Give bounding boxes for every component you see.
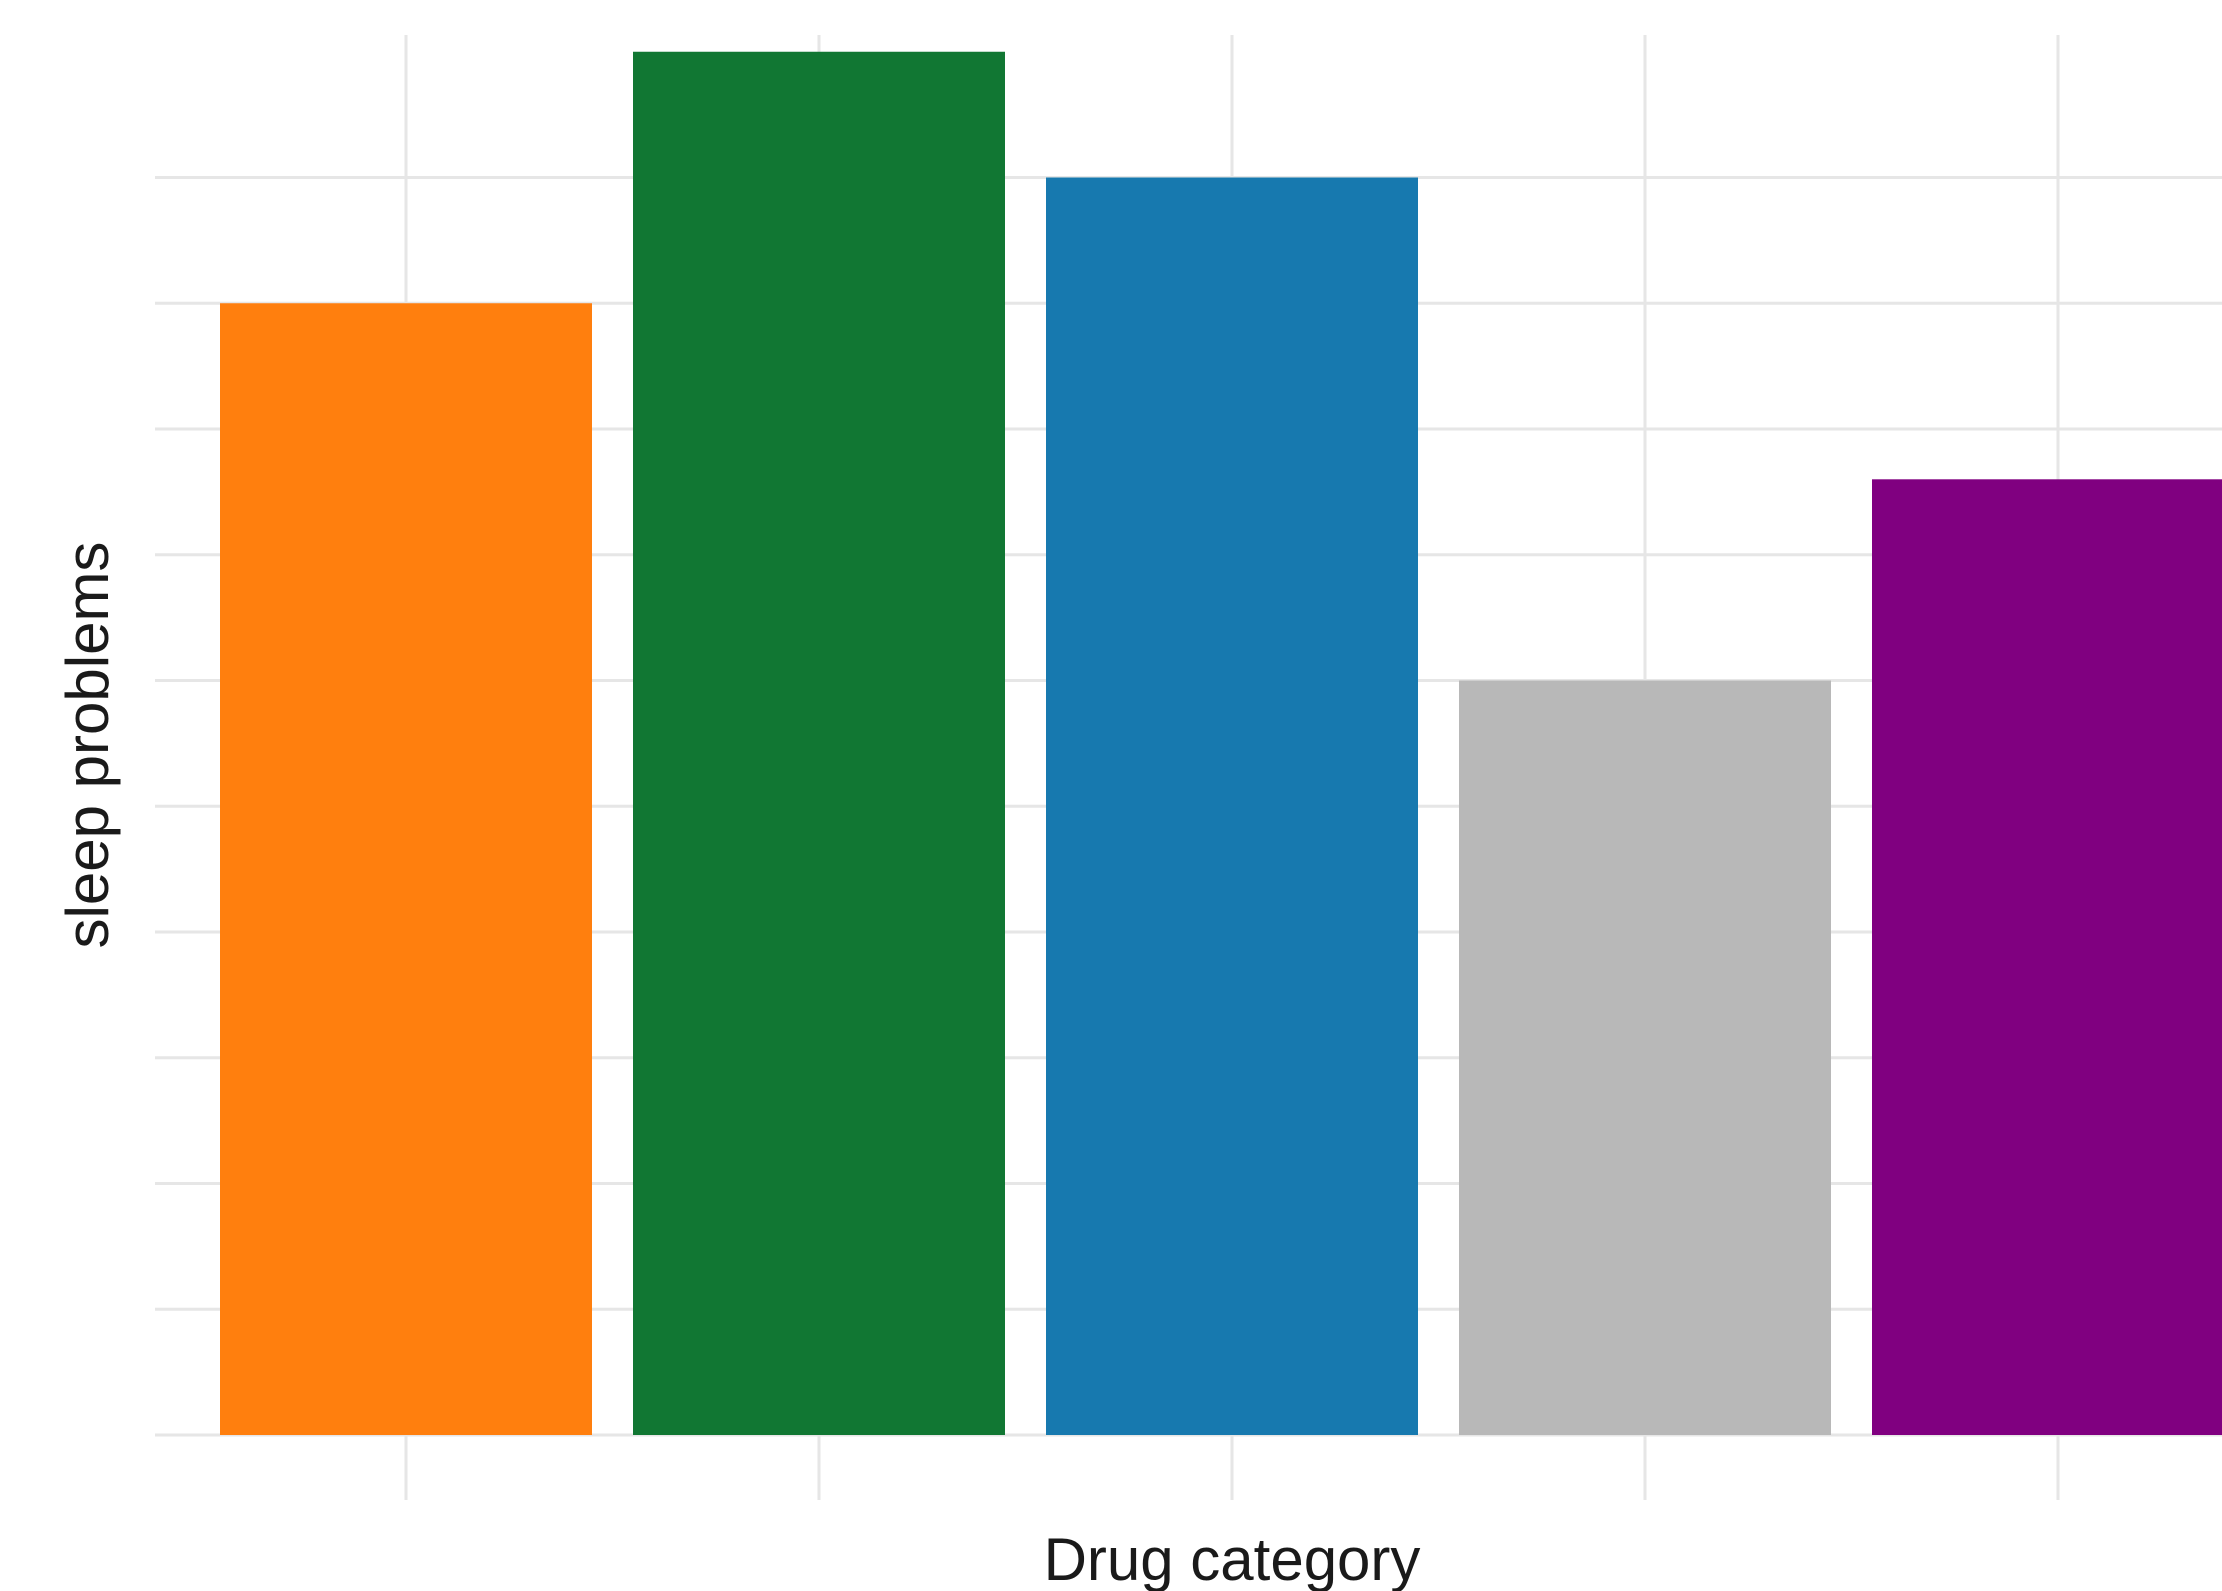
bar-5	[1872, 479, 2222, 1435]
bar-4	[1459, 680, 1831, 1435]
y-axis-label: sleep problems	[54, 542, 121, 949]
x-axis-label: Drug category	[1044, 1526, 1421, 1591]
bar-3	[1046, 177, 1418, 1435]
bars	[220, 51, 2222, 1435]
bar-2	[633, 51, 1005, 1435]
bar-1	[220, 303, 592, 1435]
